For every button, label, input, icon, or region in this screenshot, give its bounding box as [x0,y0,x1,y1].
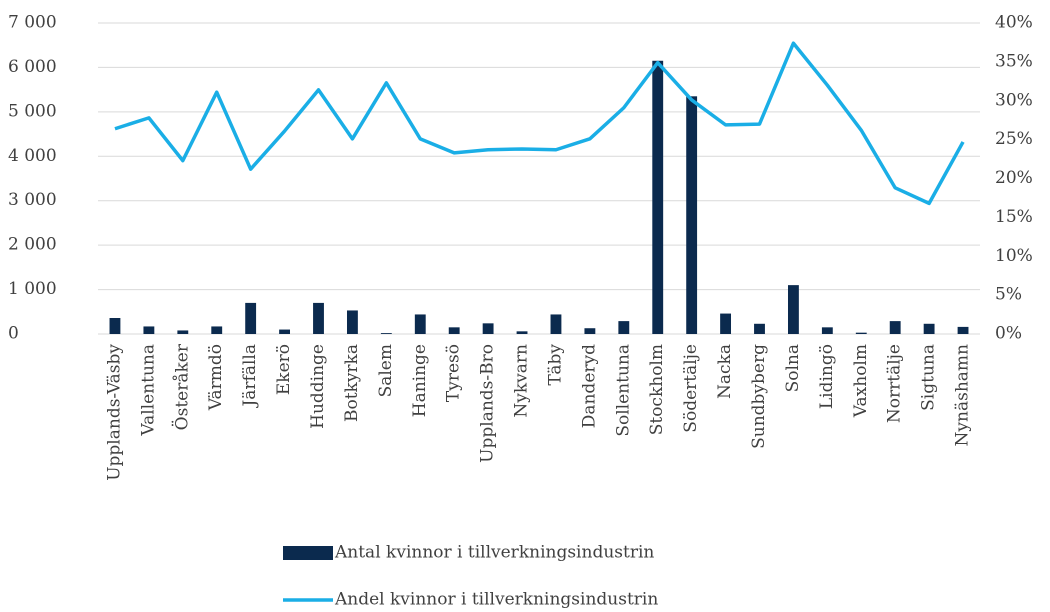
x-tick-label: Sigtuna [919,344,939,411]
y-tick-label: 5 000 [8,101,57,121]
legend-label: Antal kvinnor i tillverkningsindustrin [334,543,654,563]
bar [618,321,630,334]
x-tick-label: Upplands-Bro [478,344,498,463]
x-tick-label: Salem [376,344,396,397]
x-tick-label: Upplands-Väsby [104,344,124,481]
bar [957,326,969,334]
bar [346,310,358,334]
x-tick-label: Sundbyberg [749,344,769,449]
x-tick-label: Värmdö [206,344,226,411]
legend-swatch [283,546,333,560]
bar [279,329,291,334]
bar [720,313,732,334]
y2-tick-label: 40% [995,13,1033,33]
x-tick-label: Nacka [715,344,735,399]
y2-tick-label: 0% [995,324,1022,344]
y2-tick-label: 35% [995,51,1033,71]
bar [143,326,155,334]
bar [584,328,596,334]
bar [889,321,901,334]
y-tick-label: 1 000 [8,279,57,299]
bar [550,314,562,334]
y2-tick-label: 20% [995,168,1033,188]
legend-label: Andel kvinnor i tillverkningsindustrin [334,590,658,610]
x-tick-label: Sollentuna [613,344,633,437]
x-tick-label: Lidingö [817,344,837,409]
x-tick-label: Huddinge [308,344,328,429]
y2-tick-label: 25% [995,129,1033,149]
x-tick-label: Järfälla [240,344,260,409]
x-tick-label: Södertälje [681,344,701,433]
bar [211,326,223,334]
x-tick-label: Haninge [410,344,430,417]
bar [923,323,935,334]
bar [754,323,765,334]
bar [177,330,189,334]
x-tick-label: Botkyrka [342,344,362,422]
x-tick-label: Nynäshamn [953,344,973,446]
bar [448,327,460,334]
y-tick-label: 6 000 [8,57,57,77]
y2-tick-label: 30% [995,90,1033,110]
y2-tick-label: 15% [995,207,1033,227]
x-tick-label: Täby [545,344,565,386]
bar [313,302,324,334]
x-tick-label: Solna [783,344,803,392]
y-tick-label: 3 000 [8,190,57,210]
bar [245,302,257,334]
line [114,41,965,206]
bar [414,314,426,334]
x-tick-label: Danderyd [579,344,599,428]
x-tick-label: Stockholm [647,344,667,435]
bar [686,96,698,334]
y-tick-label: 4 000 [8,146,57,166]
x-tick-label: Norrtälje [885,344,905,423]
y2-tick-label: 10% [995,246,1033,266]
bar [516,331,528,334]
bar [380,333,392,334]
x-tick-label: Österåker [171,343,192,430]
bar [855,332,867,334]
x-tick-label: Nykvarn [512,344,532,418]
y-tick-label: 0 [8,324,19,344]
bar [787,285,799,334]
x-tick-label: Tyresö [444,344,464,402]
y-tick-label: 2 000 [8,235,57,255]
y-tick-label: 7 000 [8,13,57,33]
y2-tick-label: 5% [995,285,1022,305]
x-tick-label: Vallentuna [138,344,158,437]
bar [109,318,121,334]
bar [821,327,833,334]
bar [652,60,664,335]
x-tick-label: Vaxholm [851,344,871,418]
x-tick-label: Ekerö [274,344,294,395]
bar [482,323,494,334]
